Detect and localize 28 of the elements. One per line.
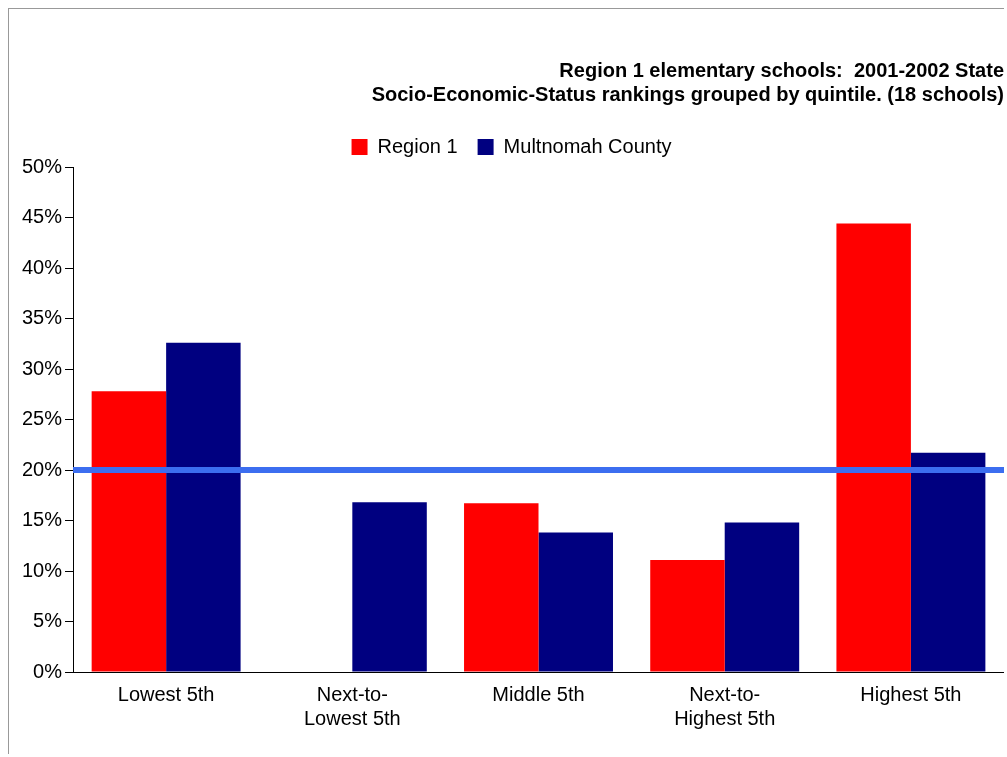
bar [166,342,241,672]
x-tick-label: Next-to-Highest 5th [674,682,776,729]
x-tick-label: Middle 5th [492,682,585,705]
bar [836,223,911,672]
bar [724,522,800,672]
y-tick-label: 30% [22,356,63,379]
y-tick-label: 15% [22,508,63,531]
chart-title: Region 1 elementary schools: 2001-2002 State Socio-Economic-Status rankings grouped by quintile. (18 schools) [371,58,1004,105]
y-tick-label: 20% [22,457,63,480]
x-tick-label: Lowest 5th [117,682,215,705]
y-tick-label: 35% [22,306,63,329]
bar [910,452,986,672]
y-tick-label: 25% [22,407,63,430]
legend-label: Region 1 [377,134,458,157]
bar [352,502,427,672]
y-tick-label: 0% [33,659,63,682]
bar [464,503,539,672]
y-tick-label: 10% [22,558,63,581]
bar [650,559,725,672]
x-tick-label: Highest 5th [860,682,962,705]
legend-label: Multnomah County [503,134,672,157]
y-tick-label: 40% [22,255,63,278]
bar [538,532,613,672]
y-tick-label: 45% [22,205,63,228]
x-tick-label: Next-to-Lowest 5th [303,682,401,729]
y-tick-label: 50% [22,154,63,177]
bar [91,391,167,672]
y-tick-label: 5% [33,609,63,632]
